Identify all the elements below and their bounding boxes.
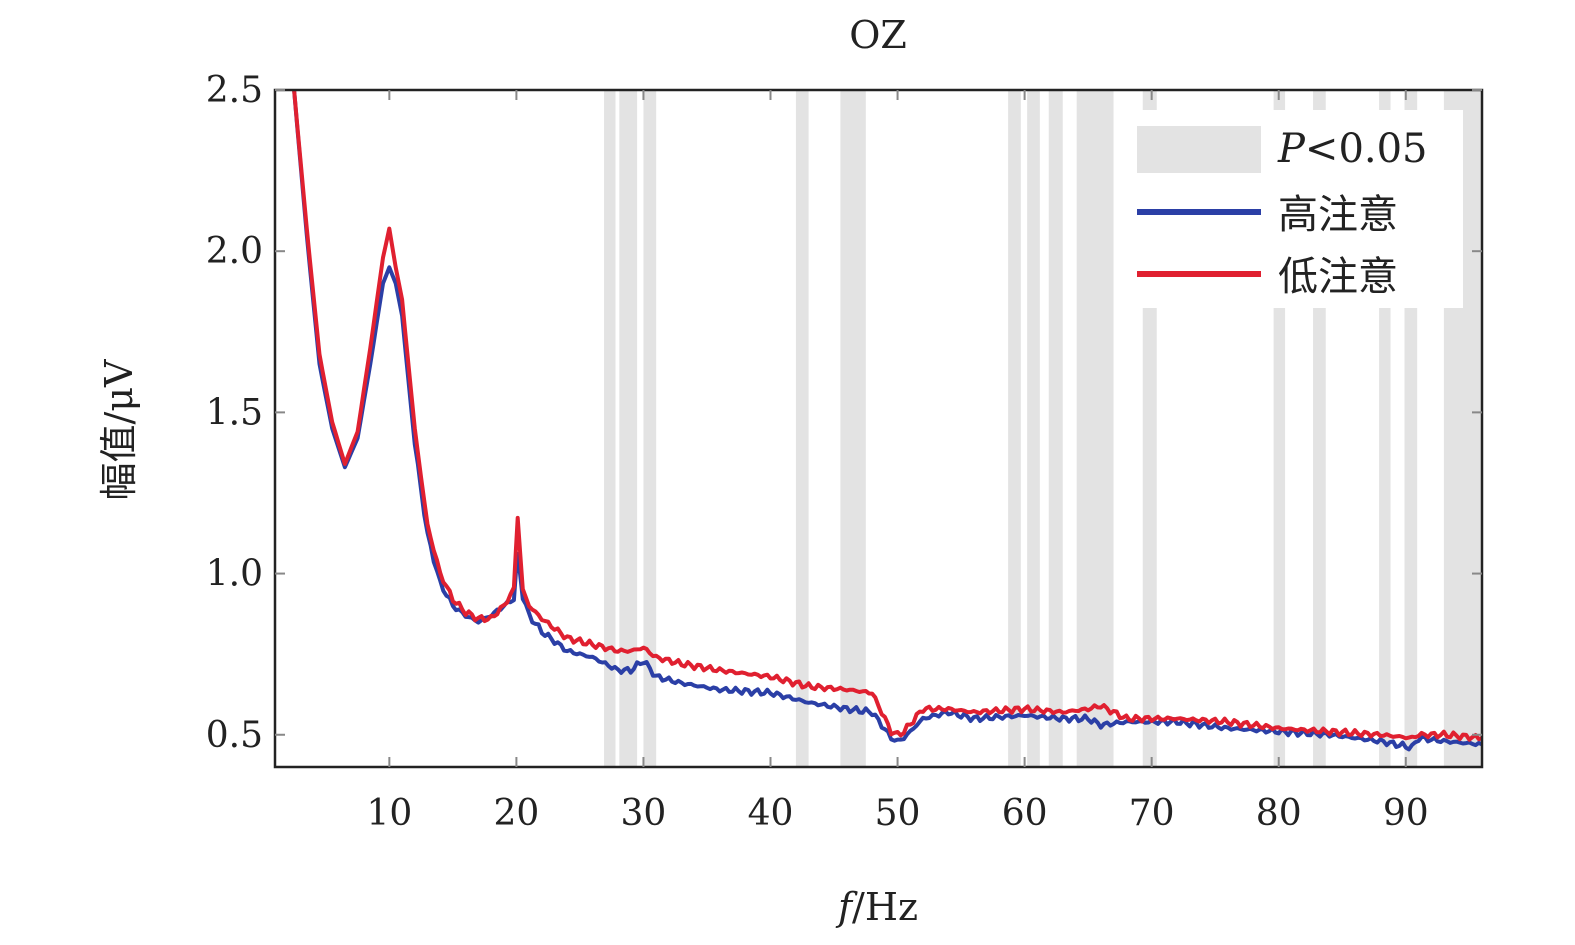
x-axis-label-unit: /Hz (852, 885, 918, 929)
significance-band (643, 90, 657, 767)
y-tick-label: 2.0 (206, 231, 263, 272)
x-tick-label: 60 (1002, 793, 1048, 834)
x-tick-label: 70 (1129, 793, 1175, 834)
significance-band (840, 90, 866, 767)
legend-significance-italic: P (1277, 126, 1306, 172)
legend-significance-swatch (1137, 126, 1261, 173)
legend-significance-rest: <0.05 (1305, 126, 1428, 172)
y-tick-label: 1.0 (206, 554, 263, 595)
x-tick-label: 90 (1383, 793, 1429, 834)
significance-band (1379, 90, 1391, 767)
y-tick-label: 1.5 (206, 392, 263, 433)
significance-band (1076, 90, 1114, 767)
x-tick-label: 30 (621, 793, 667, 834)
x-tick-label: 40 (748, 793, 794, 834)
significance-bands (604, 90, 1482, 767)
significance-band (1048, 90, 1063, 767)
significance-band (604, 90, 616, 767)
significance-band (1027, 90, 1040, 767)
x-tick-label: 50 (875, 793, 921, 834)
chart-title: OZ (849, 13, 907, 57)
legend: P<0.05 高注意 低注意 (1115, 110, 1463, 308)
x-tick-label: 10 (366, 793, 412, 834)
legend-label-low: 低注意 (1278, 254, 1398, 300)
y-tick-label: 2.5 (206, 70, 263, 111)
axis-ticks: 10 20 30 40 50 60 70 80 90 0.5 1.0 1.5 2.0 2.5 (206, 70, 1482, 834)
y-tick-label: 0.5 (206, 715, 263, 756)
y-axis-label: 幅值/μV (97, 359, 141, 500)
significance-band (1008, 90, 1021, 767)
x-tick-label: 20 (493, 793, 539, 834)
legend-label-high: 高注意 (1278, 192, 1398, 238)
significance-band (1273, 90, 1286, 767)
x-axis-label: f/Hz (835, 885, 918, 929)
series-line-low-attention (292, 89, 1483, 742)
x-tick-label: 80 (1256, 793, 1302, 834)
significance-band (619, 90, 638, 767)
series-lines (292, 89, 1483, 752)
significance-band (795, 90, 809, 767)
legend-significance-label: P<0.05 (1277, 126, 1428, 172)
plot-frame (273, 88, 1484, 769)
